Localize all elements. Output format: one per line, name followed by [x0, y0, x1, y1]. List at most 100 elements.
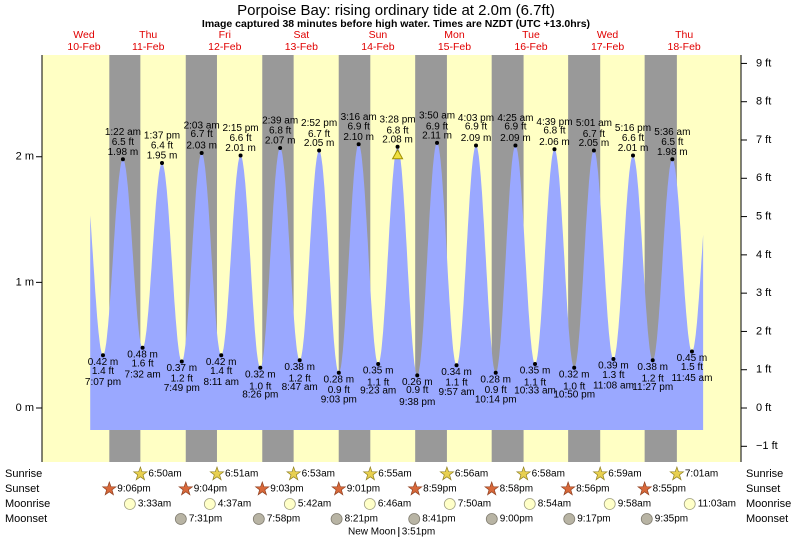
day-name: Tue [522, 29, 540, 41]
extreme-height-m: 0.28 m [324, 374, 355, 385]
extreme-dot [435, 140, 440, 145]
extreme-time: 8:11 am [204, 377, 239, 388]
extreme-time: 5:16 pm [615, 123, 651, 134]
extreme-height-m: 0.42 m [88, 357, 119, 368]
extreme-time: 4:03 pm [458, 113, 494, 124]
row-time: 8:55pm [653, 484, 686, 495]
row-time: 3:33am [138, 499, 171, 510]
sunrise-icon [362, 465, 378, 481]
extreme-dot [100, 353, 105, 358]
extreme-height-m: 2.05 m [579, 138, 610, 149]
extreme-height-ft: 1.0 ft [249, 381, 271, 392]
extreme-height-m: 2.01 m [618, 143, 649, 154]
extreme-time: 1:22 am [105, 127, 141, 138]
extreme-height-m: 0.34 m [441, 367, 472, 378]
extreme-dot [395, 144, 400, 149]
day-date: 13-Feb [285, 41, 318, 53]
row-label-right: Moonset [746, 513, 788, 525]
y2-tick-label: −1 ft [756, 440, 778, 452]
day-date: 18-Feb [668, 41, 701, 53]
sunrise-icon [669, 465, 685, 481]
row-label-right: Moonrise [746, 498, 791, 510]
row-time: 7:58pm [267, 514, 300, 525]
extreme-time: 10:50 pm [553, 389, 595, 400]
extreme-height-m: 0.35 m [520, 366, 551, 377]
extreme-time: 11:08 am [593, 381, 634, 392]
extreme-time: 11:45 am [671, 373, 712, 384]
row-time: 9:58am [618, 499, 651, 510]
day-date: 14-Feb [361, 41, 394, 53]
day-name: Mon [444, 29, 465, 41]
extreme-height-m: 0.37 m [166, 363, 197, 374]
y2-tick-label: 8 ft [756, 96, 771, 108]
row-time: 9:35pm [655, 514, 688, 525]
moonset-icon [252, 513, 265, 525]
row-time: 7:50am [458, 499, 491, 510]
extreme-dot [415, 373, 420, 378]
day-name: Thu [675, 29, 693, 41]
y2-tick-label: 4 ft [756, 249, 771, 261]
moonrise-icon [283, 498, 296, 510]
day-name: Sat [293, 29, 309, 41]
extreme-height-m: 0.26 m [402, 377, 433, 388]
extreme-height-m: 0.39 m [598, 361, 629, 372]
extreme-dot [631, 153, 636, 158]
moonrise-icon [123, 498, 136, 510]
day-date: 12-Feb [208, 41, 241, 53]
extreme-height-m: 0.38 m [637, 362, 668, 373]
extreme-time: 8:47 am [282, 382, 318, 393]
extreme-height-ft: 6.6 ft [229, 133, 251, 144]
extreme-time: 5:01 am [576, 118, 612, 129]
now-marker [391, 148, 404, 160]
extreme-dot [533, 362, 538, 367]
extreme-time: 5:36 am [654, 127, 690, 138]
extreme-height-m: 0.35 m [363, 366, 394, 377]
extreme-height-ft: 1.6 ft [131, 358, 153, 369]
extreme-time: 9:57 am [438, 387, 474, 398]
extreme-height-m: 2.07 m [265, 136, 296, 147]
extreme-time: 3:16 am [341, 112, 377, 123]
row-time: 7:31pm [189, 514, 222, 525]
extreme-time: 2:15 pm [223, 123, 259, 134]
extreme-height-m: 2.09 m [461, 133, 492, 144]
extreme-height-m: 0.38 m [284, 362, 315, 373]
extreme-height-ft: 1.2 ft [642, 374, 664, 385]
extreme-time: 10:14 pm [475, 394, 517, 405]
moonrise-icon [443, 498, 456, 510]
extreme-height-ft: 6.7 ft [191, 129, 213, 140]
extreme-time: 4:25 am [497, 113, 533, 124]
extreme-dot [591, 148, 596, 153]
extreme-time: 3:50 am [419, 111, 455, 122]
extreme-height-ft: 1.2 ft [289, 374, 311, 385]
extreme-height-ft: 6.4 ft [151, 141, 173, 152]
extreme-height-ft: 1.3 ft [602, 370, 624, 381]
sunset-icon [484, 480, 500, 496]
extreme-height-m: 0.42 m [206, 357, 237, 368]
day-name: Wed [597, 29, 619, 41]
extreme-height-ft: 6.7 ft [308, 129, 330, 140]
row-time: 5:42am [298, 499, 331, 510]
moonset-icon [485, 513, 498, 525]
day-date: 17-Feb [591, 41, 624, 53]
y2-tick-label: 2 ft [756, 325, 771, 337]
extreme-height-ft: 0.9 ft [406, 385, 428, 396]
day-date: 10-Feb [67, 41, 100, 53]
extreme-dot [317, 148, 322, 153]
day-date: 11-Feb [132, 41, 165, 53]
sunset-icon [331, 480, 347, 496]
extreme-dot [572, 365, 577, 370]
chart-subtitle: Image captured 38 minutes before high wa… [202, 18, 590, 30]
extreme-dot [336, 370, 341, 375]
row-time: 6:50am [148, 469, 181, 480]
extreme-dot [258, 365, 263, 370]
extreme-height-ft: 1.1 ft [367, 378, 389, 389]
row-time: 7:01am [685, 469, 718, 480]
row-time: 8:59pm [423, 484, 456, 495]
extreme-dot [278, 145, 283, 150]
moonrise-icon [523, 498, 536, 510]
extreme-height-m: 2.10 m [343, 132, 374, 143]
extreme-height-ft: 6.8 ft [269, 125, 291, 136]
sunset-icon [254, 480, 270, 496]
extreme-time: 7:32 am [125, 369, 161, 380]
extreme-height-m: 2.06 m [539, 137, 570, 148]
